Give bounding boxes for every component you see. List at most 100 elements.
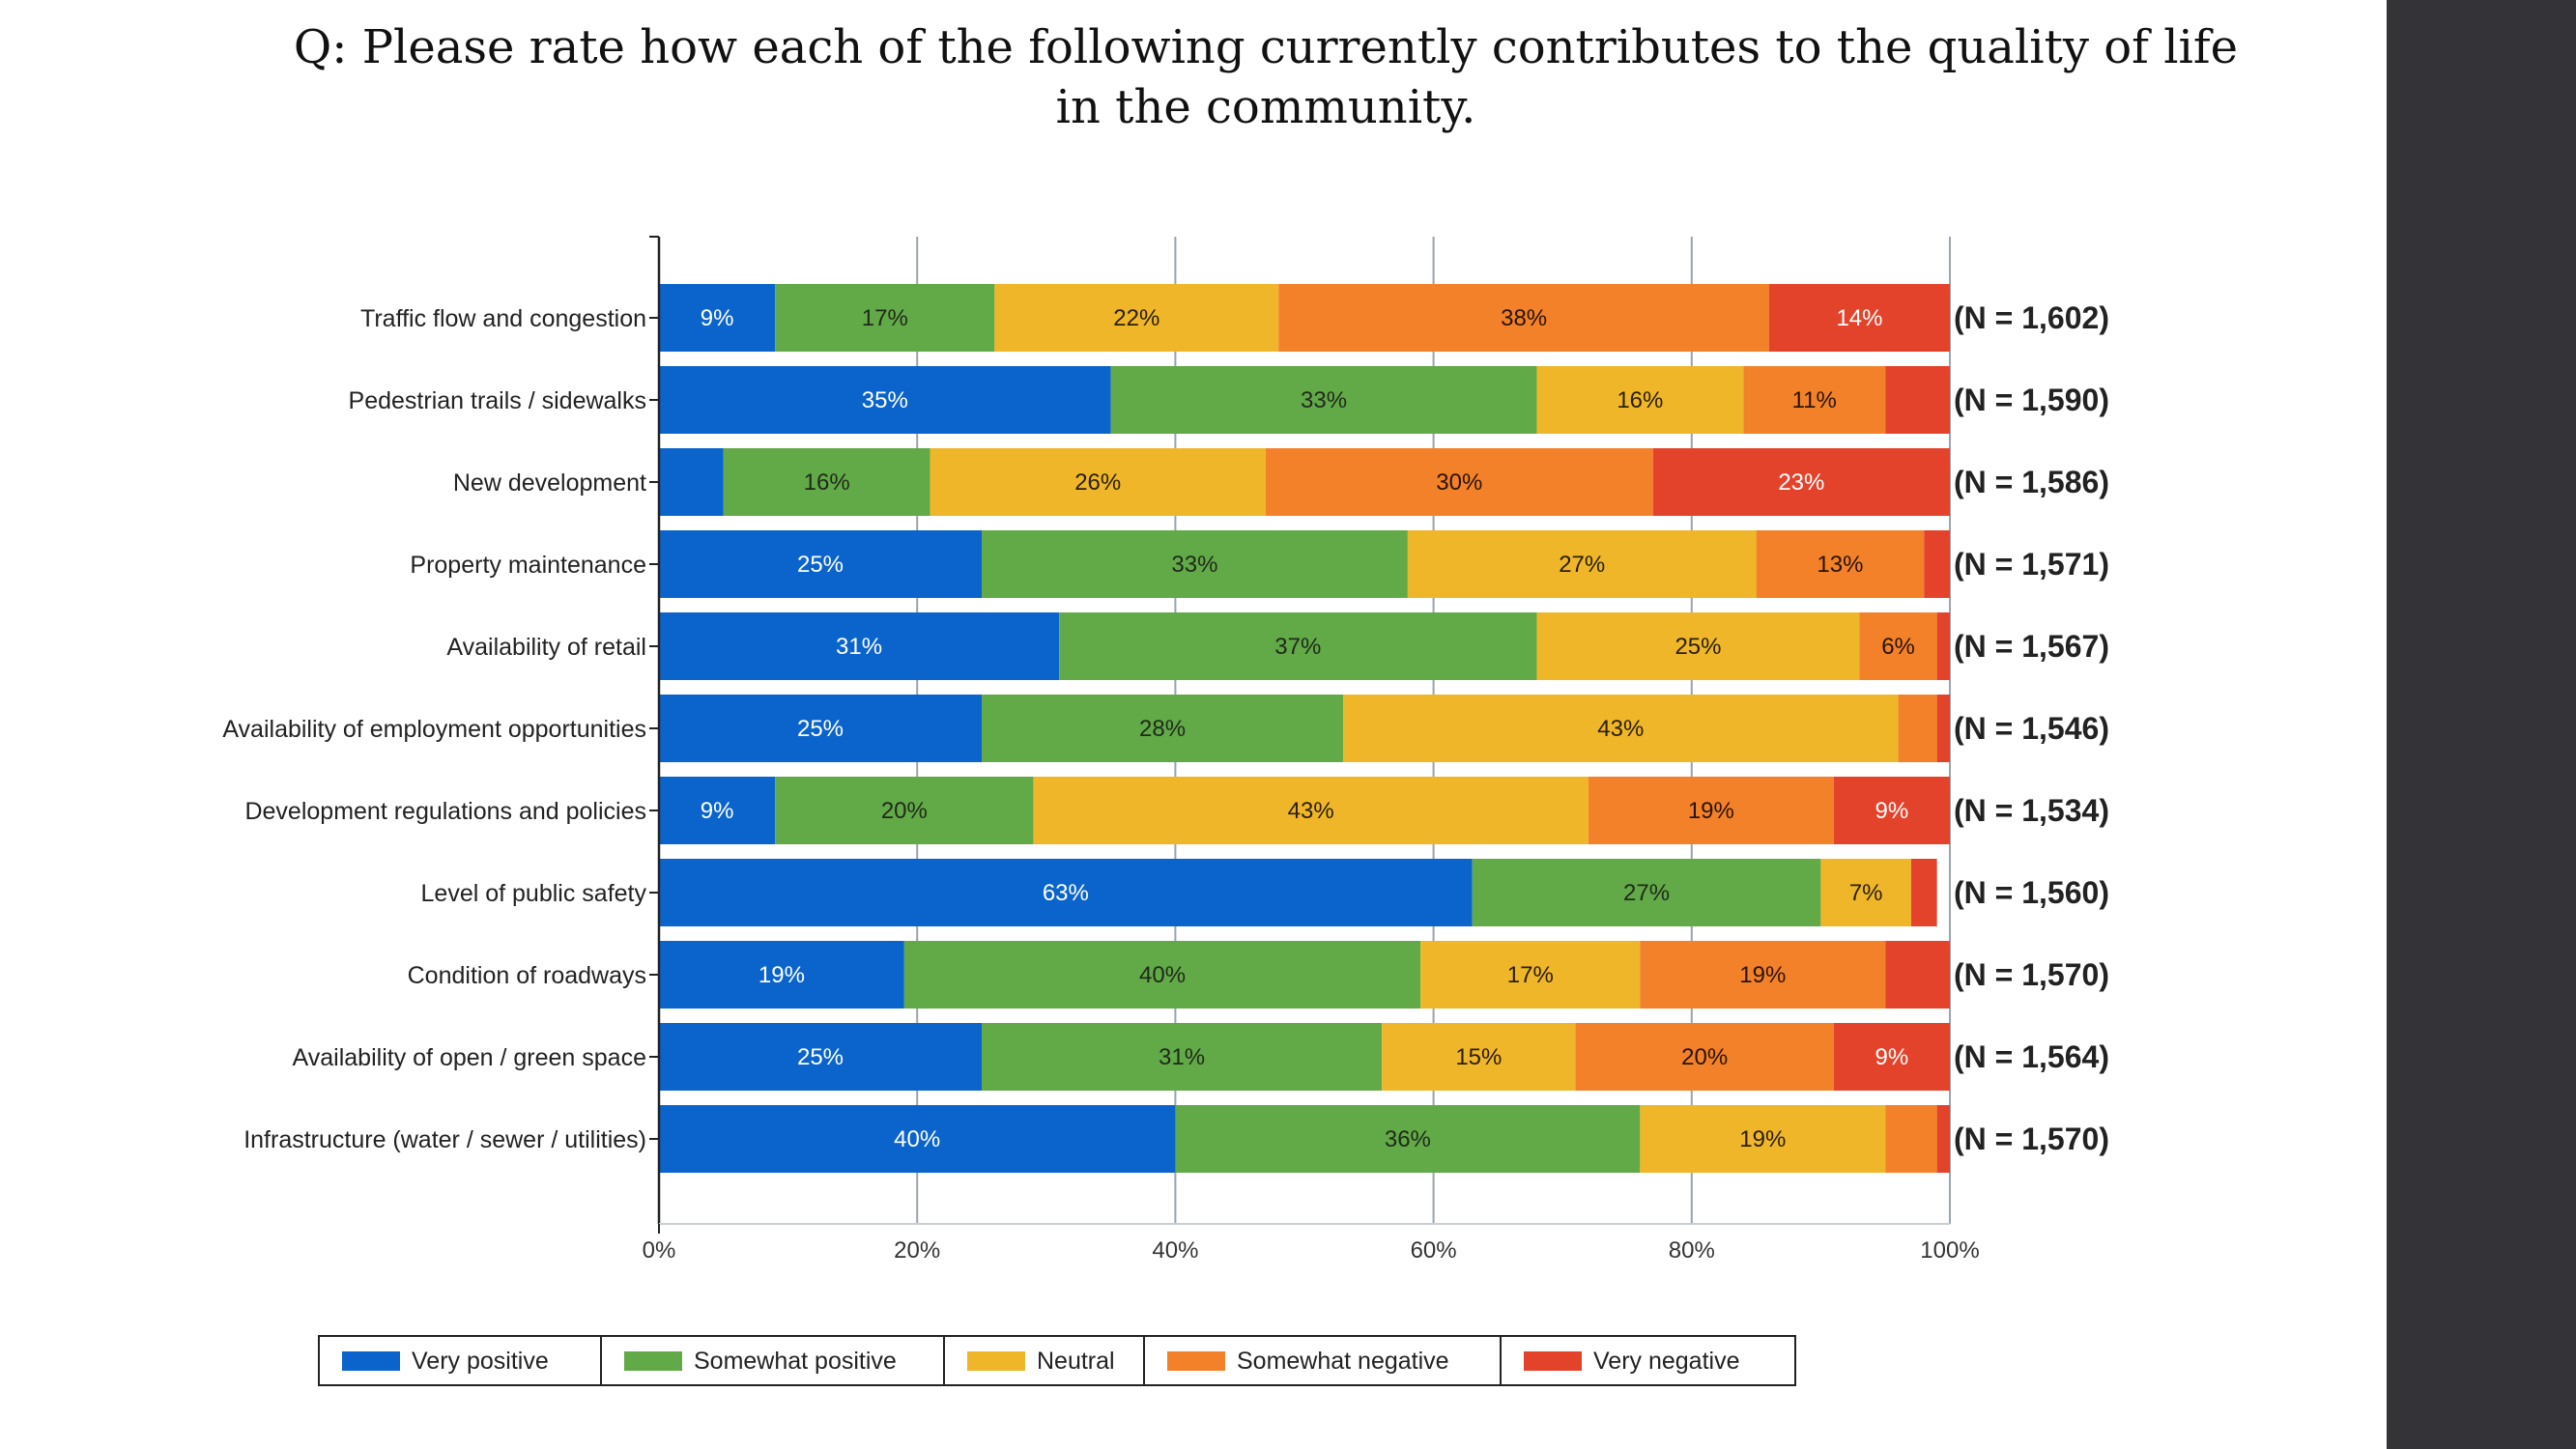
x-tick-label: 80%: [1669, 1237, 1715, 1264]
bar-segment: [1536, 612, 1860, 680]
bar-value-label: 13%: [1817, 552, 1863, 578]
bar-value-label: 9%: [1875, 798, 1909, 824]
bar-value-label: 25%: [797, 716, 844, 742]
bar-value-label: 11%: [1792, 387, 1837, 413]
bar-value-label: 31%: [1159, 1044, 1205, 1070]
category-label: Development regulations and policies: [244, 798, 646, 825]
x-tick-label: 0%: [643, 1237, 676, 1264]
bar-segment: [1885, 1105, 1937, 1173]
bar-value-label: 19%: [1739, 1126, 1786, 1152]
legend-label: Very negative: [1593, 1348, 1740, 1375]
bar-value-label: 22%: [1113, 305, 1159, 331]
bar-segment: [1768, 284, 1950, 352]
category-label: Infrastructure (water / sewer / utilitie…: [243, 1126, 646, 1153]
bar-segment: [659, 1105, 1176, 1173]
bar-segment: [723, 448, 930, 516]
bar-value-label: 43%: [1288, 798, 1334, 824]
bar-segment: [775, 284, 995, 352]
bar-value-label: 33%: [1301, 387, 1347, 413]
bar-segment: [1175, 1105, 1641, 1173]
bar-segment: [659, 777, 776, 844]
bar-segment: [659, 284, 776, 352]
legend-label: Very positive: [412, 1348, 549, 1375]
bar-segment: [659, 530, 982, 598]
bar-value-label: 14%: [1836, 305, 1882, 331]
bar-value-label: 9%: [1875, 1044, 1909, 1070]
bar-value-label: 38%: [1501, 305, 1547, 331]
bar-value-label: 25%: [797, 552, 844, 578]
bar-value-label: 9%: [701, 305, 734, 331]
n-count-label: (N = 1,534): [1954, 793, 2109, 828]
bar-value-label: 43%: [1597, 716, 1644, 742]
legend-label: Somewhat positive: [694, 1348, 897, 1375]
bar-value-label: 7%: [1849, 880, 1883, 906]
n-count-label: (N = 1,560): [1954, 875, 2109, 910]
stacked-bar-chart: 9% 17% 22% 38% 14% Traffic flow and congestio…: [222, 236, 2109, 1386]
category-label: Property maintenance: [410, 552, 646, 579]
bar-value-label: 23%: [1778, 469, 1824, 496]
bar-segment: [903, 941, 1421, 1009]
x-tick-label: 100%: [1920, 1237, 1979, 1264]
bar-segment: [659, 612, 1060, 680]
bar-segment: [659, 448, 724, 516]
bar-segment: [1382, 1023, 1576, 1091]
bar-value-label: 19%: [1688, 798, 1734, 824]
bar-segment: [1278, 284, 1769, 352]
bar-value-label: 6%: [1881, 634, 1915, 660]
x-tick-label: 60%: [1411, 1237, 1457, 1264]
bar-segment: [1743, 366, 1886, 434]
bar-segment: [1472, 859, 1821, 926]
category-label: Level of public safety: [421, 880, 647, 907]
bar-value-label: 36%: [1385, 1126, 1431, 1152]
bar-value-label: 28%: [1139, 716, 1186, 742]
bar-segment: [1859, 612, 1937, 680]
bar-value-label: 17%: [862, 305, 908, 331]
bar-segment: [1536, 366, 1744, 434]
bar-segment: [1640, 1105, 1886, 1173]
bar-segment: [659, 941, 904, 1009]
bar-segment: [1407, 530, 1757, 598]
x-tick-label: 40%: [1152, 1237, 1198, 1264]
bar-value-label: 30%: [1436, 469, 1482, 496]
legend-swatch: [624, 1351, 682, 1371]
bar-segment: [659, 1023, 982, 1091]
bar-value-label: 27%: [1623, 880, 1670, 906]
bar-segment: [1059, 612, 1537, 680]
bar-value-label: 37%: [1274, 634, 1321, 660]
bar-value-label: 25%: [1674, 634, 1721, 660]
category-label: Pedestrian trails / sidewalks: [349, 387, 646, 414]
bar-segment: [1640, 941, 1886, 1009]
bar-segment: [982, 530, 1408, 598]
bar-segment: [1820, 859, 1911, 926]
category-label: Availability of employment opportunities: [222, 716, 646, 743]
bar-segment: [982, 1023, 1383, 1091]
bar-value-label: 35%: [862, 387, 908, 413]
legend-swatch: [967, 1351, 1025, 1371]
bar-value-label: 63%: [1043, 880, 1089, 906]
sidebar-panel: [2387, 0, 2576, 1449]
bar-value-label: 26%: [1074, 469, 1121, 496]
bar-segment: [1885, 366, 1950, 434]
x-tick-label: 20%: [894, 1237, 940, 1264]
bar-value-label: 16%: [804, 469, 850, 496]
bar-value-label: 9%: [701, 798, 734, 824]
n-count-label: (N = 1,570): [1954, 1122, 2109, 1156]
bar-segment: [1885, 941, 1950, 1009]
bar-value-label: 15%: [1455, 1044, 1502, 1070]
bar-value-label: 19%: [1739, 962, 1786, 988]
bar-segment: [1833, 777, 1950, 844]
n-count-label: (N = 1,590): [1954, 383, 2109, 417]
bar-segment: [994, 284, 1279, 352]
bar-segment: [1936, 695, 1950, 762]
bar-segment: [930, 448, 1266, 516]
bar-segment: [1898, 695, 1937, 762]
bar-segment: [1924, 530, 1950, 598]
slide: Q: Please rate how each of the following…: [222, 20, 2239, 1386]
bar-segment: [659, 859, 1473, 926]
bar-value-label: 27%: [1559, 552, 1605, 578]
bar-segment: [1833, 1023, 1950, 1091]
bar-segment: [982, 695, 1344, 762]
bar-value-label: 20%: [1681, 1044, 1728, 1070]
bar-value-label: 33%: [1171, 552, 1217, 578]
bar-segment: [1343, 695, 1899, 762]
